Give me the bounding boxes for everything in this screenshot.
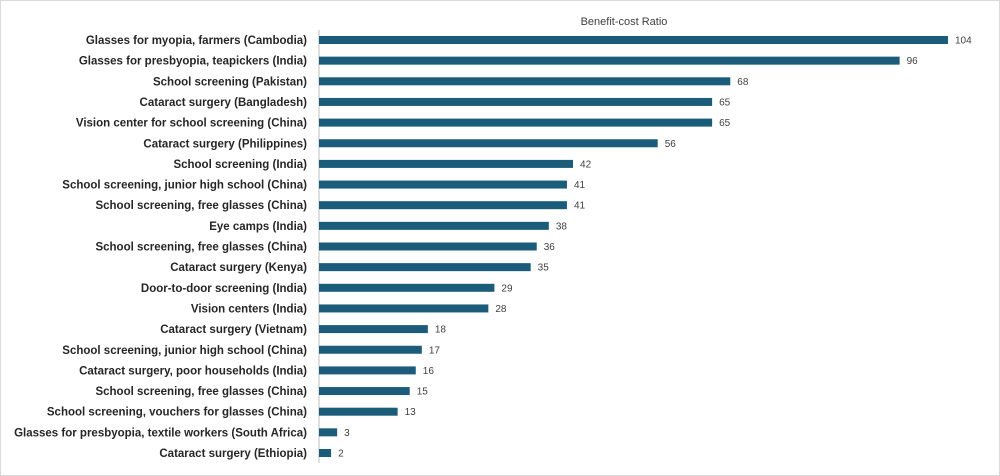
category-label: Cataract surgery (Kenya) <box>170 262 307 274</box>
data-label: 28 <box>495 304 507 315</box>
bar <box>319 159 574 168</box>
category-label: School screening, free glasses (China) <box>95 386 307 398</box>
data-label: 65 <box>719 118 731 129</box>
bar <box>319 366 416 375</box>
category-label: Cataract surgery (Ethiopia) <box>159 448 307 460</box>
data-label: 41 <box>574 180 586 191</box>
bar <box>319 428 338 437</box>
data-label: 13 <box>405 407 417 418</box>
category-label: School screening (Pakistan) <box>153 76 307 88</box>
bar <box>319 36 948 44</box>
category-label: School screening, free glasses (China) <box>95 242 307 254</box>
data-label: 56 <box>665 139 677 150</box>
data-label: 18 <box>435 325 447 336</box>
data-label: 41 <box>574 201 586 212</box>
bar <box>319 242 537 251</box>
data-label: 65 <box>719 97 731 108</box>
category-label: Cataract surgery (Philippines) <box>143 138 307 150</box>
category-label: Eye camps (India) <box>209 221 307 233</box>
data-label: 17 <box>429 345 441 356</box>
bars-group: Glasses for myopia, farmers (Cambodia) 10… <box>14 35 972 460</box>
data-label: 16 <box>423 366 435 377</box>
category-label: School screening, free glasses (China) <box>95 200 307 212</box>
category-label: School screening (India) <box>173 159 307 171</box>
bar <box>319 139 658 148</box>
category-label: School screening, vouchers for glasses (… <box>47 407 307 419</box>
bar <box>319 221 549 230</box>
category-label: Cataract surgery, poor households (India… <box>79 365 307 377</box>
bar <box>319 77 731 86</box>
bar <box>319 180 567 189</box>
bar <box>319 304 489 313</box>
bar <box>319 345 422 354</box>
data-label: 104 <box>955 36 972 47</box>
data-label: 42 <box>580 159 592 170</box>
bar <box>319 449 332 457</box>
bar <box>319 118 713 127</box>
data-label: 68 <box>737 77 749 88</box>
data-label: 29 <box>501 283 513 294</box>
category-label: Glasses for presbyopia, teapickers (Indi… <box>79 56 307 68</box>
data-label: 35 <box>538 263 550 274</box>
category-label: Glasses for presbyopia, textile workers … <box>14 427 307 439</box>
bar <box>319 407 398 416</box>
chart-title: Benefit-cost Ratio <box>581 16 668 28</box>
data-label: 2 <box>338 449 344 460</box>
data-label: 36 <box>544 242 556 253</box>
bar <box>319 325 428 334</box>
data-label: 96 <box>907 56 919 67</box>
category-label: School screening, junior high school (Ch… <box>62 345 307 357</box>
data-label: 38 <box>556 221 568 232</box>
bar <box>319 387 410 396</box>
data-label: 15 <box>417 387 429 398</box>
category-label: Door-to-door screening (India) <box>141 283 307 295</box>
category-label: Cataract surgery (Vietnam) <box>160 324 307 336</box>
bar <box>319 56 900 65</box>
bar <box>319 263 531 272</box>
category-label: Glasses for myopia, farmers (Cambodia) <box>86 35 307 47</box>
category-label: Vision center for school screening (Chin… <box>76 118 307 130</box>
category-label: Vision centers (India) <box>191 303 307 315</box>
bar <box>319 283 495 292</box>
bar <box>319 97 713 106</box>
data-label: 3 <box>344 428 350 439</box>
category-label: Cataract surgery (Bangladesh) <box>140 97 308 109</box>
category-label: School screening, junior high school (Ch… <box>62 180 307 192</box>
bar <box>319 201 567 210</box>
